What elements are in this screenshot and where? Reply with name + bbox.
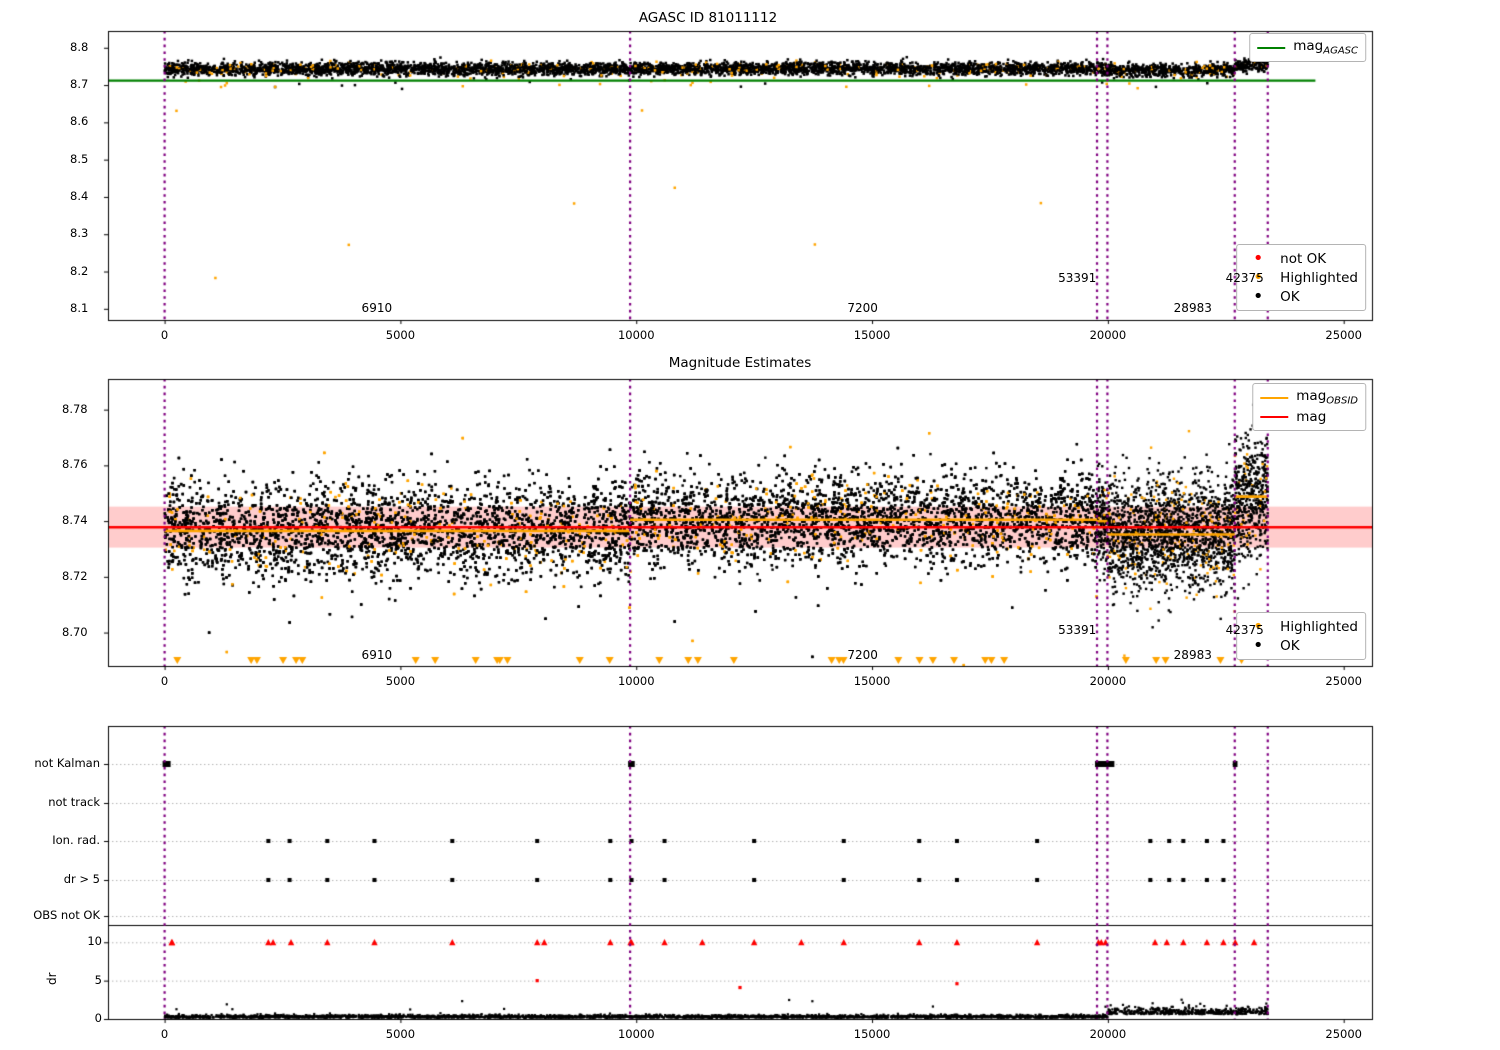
- ytick-label-p1-3: 8.4: [70, 188, 89, 203]
- legend-label-highlighted: Highlighted: [1280, 269, 1358, 286]
- dr-axis-label: dr: [45, 972, 59, 985]
- dr-ytick-label-1: 5: [94, 972, 102, 987]
- ytick-label-p1-1: 8.2: [70, 263, 89, 278]
- xtick-label-p1-5: 25000: [1325, 328, 1362, 342]
- legend-mag-agasc[interactable]: magAGASC: [1249, 33, 1366, 62]
- xtick-label-p2-0: 0: [160, 674, 169, 688]
- obsid-label-p1-53391: 53391: [1058, 271, 1097, 285]
- xtick-label-p2-4: 20000: [1089, 674, 1127, 688]
- legend-label-highlighted-2: Highlighted: [1280, 618, 1358, 635]
- xtick-label-p3-0: 0: [160, 1027, 169, 1041]
- orange-line-icon: [1260, 396, 1289, 399]
- dr-ytick-label-2: 10: [87, 934, 102, 949]
- legend-entry-mag: mag: [1260, 407, 1358, 426]
- legend-entry-highlighted: • Highlighted: [1244, 268, 1358, 287]
- legend-entry-mag-agasc: magAGASC: [1257, 38, 1358, 57]
- obsid-label-p1-7200: 7200: [847, 301, 878, 315]
- xtick-label-p3-4: 20000: [1089, 1027, 1127, 1041]
- flag-row-label-2: Ion. rad.: [52, 833, 100, 847]
- page-title: AGASC ID 81011112: [638, 10, 778, 26]
- obsid-label-p2-42375: 42375: [1225, 623, 1264, 637]
- legend-mag-lines[interactable]: magOBSID mag: [1252, 383, 1366, 431]
- legend-entry-highlighted-2: • Highlighted: [1244, 617, 1358, 636]
- orange-dot-icon: •: [1252, 615, 1264, 637]
- orange-dot-icon: •: [1252, 266, 1264, 288]
- xtick-label-p2-2: 10000: [617, 674, 655, 688]
- xtick-label-p1-3: 15000: [853, 328, 891, 342]
- xtick-label-p2-5: 25000: [1325, 674, 1362, 688]
- legend-entry-ok: • OK: [1244, 287, 1358, 306]
- obsid-label-p2-28983: 28983: [1173, 648, 1212, 662]
- red-dot-icon: •: [1252, 247, 1264, 269]
- legend-label-not-ok: not OK: [1280, 250, 1327, 267]
- obsid-label-p1-6910: 6910: [361, 301, 393, 315]
- ytick-label-p2-1: 8.72: [62, 568, 88, 583]
- xtick-label-p2-3: 15000: [853, 674, 891, 688]
- obsid-label-p2-53391: 53391: [1058, 623, 1097, 637]
- xtick-label-p1-2: 10000: [617, 328, 655, 342]
- xtick-label-p2-1: 5000: [385, 674, 416, 688]
- flag-row-label-0: not Kalman: [34, 756, 100, 770]
- flag-row-label-4: OBS not OK: [33, 908, 100, 922]
- legend-label-ok: OK: [1280, 288, 1300, 305]
- legend-entry-not-ok: • not OK: [1244, 249, 1358, 268]
- flag-row-label-3: dr > 5: [63, 872, 100, 886]
- xtick-label-p3-3: 15000: [853, 1027, 891, 1041]
- ytick-label-p2-3: 8.76: [62, 457, 88, 472]
- ytick-label-p2-2: 8.74: [62, 513, 88, 528]
- red-line-icon: [1260, 415, 1289, 418]
- xtick-label-p1-4: 20000: [1089, 328, 1127, 342]
- legend-label-mag: mag: [1296, 408, 1327, 425]
- obsid-label-p2-7200: 7200: [847, 648, 878, 662]
- legend-label-mag-agasc: magAGASC: [1293, 38, 1358, 57]
- xtick-label-p3-5: 25000: [1325, 1027, 1362, 1041]
- black-dot-icon: •: [1252, 634, 1264, 656]
- ytick-label-p1-5: 8.6: [70, 114, 89, 129]
- xtick-label-p1-0: 0: [160, 328, 169, 342]
- legend-label-ok-2: OK: [1280, 637, 1300, 654]
- ytick-label-p2-4: 8.78: [62, 401, 88, 416]
- panel-title-magnitude-estimates: Magnitude Estimates: [668, 355, 812, 371]
- dr-ytick-label-0: 0: [94, 1011, 102, 1025]
- black-dot-icon: •: [1252, 285, 1264, 307]
- legend-entry-mag-obsid: magOBSID: [1260, 388, 1358, 407]
- green-line-icon: [1257, 46, 1286, 49]
- legend-entry-ok-2: • OK: [1244, 636, 1358, 655]
- legend-point-classes[interactable]: • not OK • Highlighted • OK: [1236, 244, 1366, 311]
- obsid-label-p2-6910: 6910: [361, 648, 393, 662]
- ytick-label-p1-7: 8.8: [70, 39, 89, 54]
- ytick-label-p1-0: 8.1: [70, 300, 89, 315]
- ytick-label-p1-6: 8.7: [70, 77, 89, 92]
- legend-point-classes-2[interactable]: • Highlighted • OK: [1236, 612, 1366, 660]
- xtick-label-p3-2: 10000: [617, 1027, 655, 1041]
- obsid-label-p1-42375: 42375: [1225, 271, 1264, 285]
- ytick-label-p1-2: 8.3: [70, 226, 89, 241]
- xtick-label-p1-1: 5000: [385, 328, 416, 342]
- obsid-label-p1-28983: 28983: [1173, 301, 1212, 315]
- ytick-label-p1-4: 8.5: [70, 151, 89, 166]
- xtick-label-p3-1: 5000: [385, 1027, 416, 1041]
- flag-row-label-1: not track: [48, 795, 100, 809]
- legend-label-mag-obsid: magOBSID: [1296, 388, 1358, 407]
- ytick-label-p2-0: 8.70: [62, 624, 88, 639]
